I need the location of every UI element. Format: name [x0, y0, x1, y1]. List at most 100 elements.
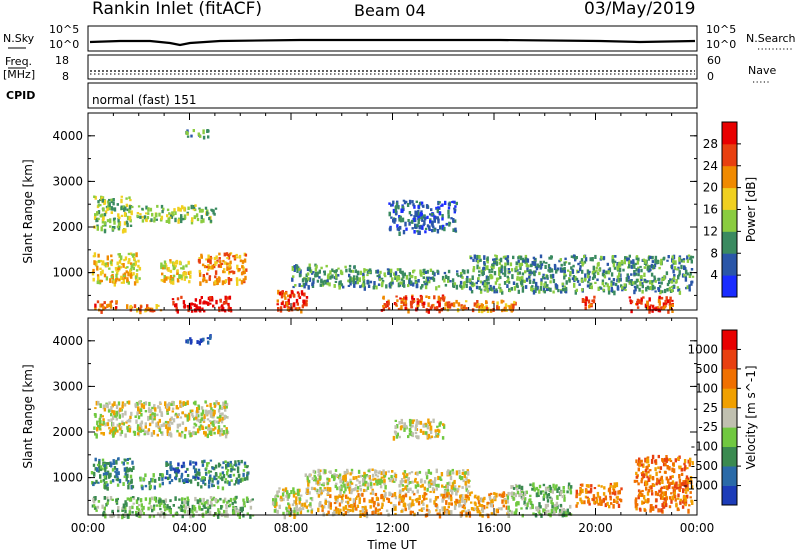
data-cell	[356, 486, 360, 490]
data-cell	[521, 288, 525, 293]
data-cell	[557, 486, 561, 491]
data-cell	[424, 431, 428, 435]
data-cell	[435, 486, 438, 491]
data-cell	[501, 493, 504, 498]
data-cell	[313, 474, 316, 478]
data-cell	[490, 492, 493, 495]
data-cell	[633, 479, 637, 483]
data-cell	[278, 487, 281, 490]
data-cell	[557, 289, 560, 293]
data-cell	[228, 503, 232, 507]
data-cell	[424, 227, 428, 230]
data-cell	[671, 467, 674, 473]
data-cell	[382, 296, 385, 299]
data-cell	[636, 306, 640, 309]
data-cell	[95, 260, 98, 266]
data-cell	[301, 506, 305, 510]
data-cell	[322, 482, 326, 485]
data-cell	[384, 275, 387, 278]
data-cell	[637, 495, 640, 500]
data-cell	[504, 255, 507, 259]
data-cell	[479, 499, 483, 503]
data-cell	[349, 472, 352, 476]
data-cell	[139, 422, 142, 428]
data-cell	[229, 260, 232, 265]
data-cell	[234, 511, 237, 516]
data-cell	[420, 297, 423, 301]
data-cell	[161, 481, 164, 486]
data-cell	[424, 230, 427, 234]
data-cell	[419, 299, 422, 303]
data-cell	[547, 487, 550, 492]
data-cell	[422, 204, 425, 208]
data-cell	[408, 472, 411, 475]
data-cell	[169, 466, 173, 472]
data-cell	[229, 497, 233, 503]
data-cell	[415, 419, 418, 424]
data-cell	[536, 263, 539, 269]
data-cell	[558, 508, 562, 513]
data-cell	[379, 278, 382, 282]
colorbar-tick-label: 100	[695, 381, 718, 395]
data-cell	[403, 474, 406, 479]
data-cell	[164, 420, 168, 424]
data-cell	[442, 297, 446, 302]
data-cell	[160, 431, 163, 434]
data-cell	[625, 256, 628, 259]
data-cell	[129, 224, 133, 227]
data-cell	[612, 278, 616, 282]
data-cell	[225, 467, 228, 470]
data-cell	[333, 473, 336, 476]
data-cell	[199, 338, 203, 343]
data-cell	[666, 288, 669, 292]
data-cell	[229, 278, 233, 282]
data-cell	[446, 306, 450, 312]
data-cell	[418, 230, 421, 235]
data-cell	[671, 309, 674, 313]
data-cell	[473, 302, 476, 307]
data-cell	[516, 490, 520, 495]
data-cell	[329, 470, 332, 474]
data-cell	[682, 495, 686, 499]
data-cell	[219, 415, 222, 418]
data-cell	[187, 416, 191, 421]
data-cell	[201, 263, 205, 267]
data-cell	[402, 497, 405, 502]
data-cell	[515, 261, 518, 266]
data-cell	[158, 401, 162, 405]
data-cell	[100, 465, 103, 469]
colorbar-tick-label: 28	[703, 137, 718, 151]
data-cell	[171, 278, 174, 282]
data-cell	[369, 482, 373, 486]
data-cell	[94, 457, 97, 462]
freq-unit: [MHz]	[3, 68, 35, 81]
data-cell	[209, 474, 212, 479]
data-cell	[144, 425, 147, 429]
data-cell	[540, 263, 543, 269]
data-cell	[447, 493, 450, 499]
data-cell	[300, 290, 304, 295]
x-tick-label: 16:00	[477, 521, 512, 535]
data-cell	[116, 225, 120, 229]
data-cell	[366, 279, 369, 285]
data-cell	[283, 292, 286, 298]
data-cell	[170, 465, 173, 469]
data-cell	[233, 463, 236, 467]
data-cell	[178, 432, 181, 437]
data-cell	[121, 401, 125, 406]
data-cell	[499, 269, 502, 273]
data-cell	[103, 481, 106, 487]
data-cell	[169, 509, 172, 514]
data-cell	[627, 257, 630, 261]
data-cell	[202, 129, 205, 135]
colorbar-segment	[722, 275, 737, 298]
data-cell	[481, 304, 484, 308]
data-cell	[121, 422, 124, 425]
data-cell	[390, 216, 393, 219]
y-tick-label: 1000	[52, 266, 83, 280]
data-cell	[361, 474, 364, 477]
data-cell	[279, 498, 282, 501]
data-cell	[345, 268, 348, 273]
data-cell	[126, 277, 129, 283]
data-cell	[662, 491, 666, 496]
